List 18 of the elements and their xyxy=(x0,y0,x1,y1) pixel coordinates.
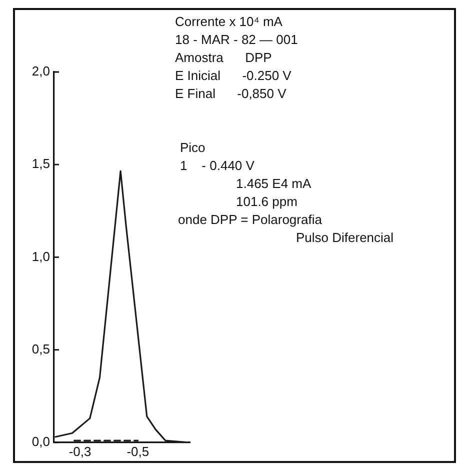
text: Pulso Diferencial xyxy=(296,230,394,246)
annotation: onde DPP = Polarografia xyxy=(178,212,322,228)
y-tick-label: 2,0 xyxy=(32,64,50,79)
y-tick-label: 0,0 xyxy=(32,434,50,449)
x-tick-label: -0,3 xyxy=(68,444,92,459)
y-tick-label: 1,0 xyxy=(32,248,50,264)
text: Corrente x 10⁴ mA xyxy=(175,14,282,30)
text: Amostra DPP xyxy=(175,50,272,66)
x-tick-label: -0,5 xyxy=(126,444,150,459)
text: 18 - MAR - 82 — 001 xyxy=(175,32,298,48)
annotation: 1 - 0.440 V xyxy=(180,158,254,174)
y-tick-label: 0,5 xyxy=(32,341,50,356)
annotation: E Inicial -0.250 V xyxy=(175,68,292,84)
text: 1.465 E4 mA xyxy=(236,176,312,192)
annotation: E Final -0,850 V xyxy=(175,86,286,102)
annotation: Pico xyxy=(180,140,206,156)
text: 101.6 ppm xyxy=(236,194,298,210)
y-tick-label: 1,5 xyxy=(32,156,50,172)
